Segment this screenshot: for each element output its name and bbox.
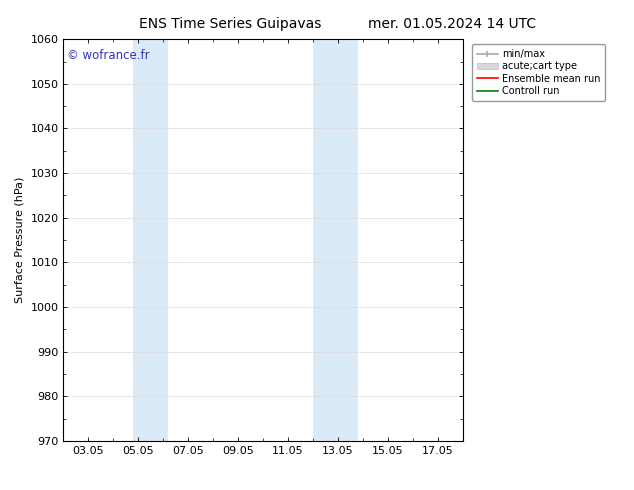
Bar	[133, 39, 168, 441]
Y-axis label: Surface Pressure (hPa): Surface Pressure (hPa)	[15, 177, 25, 303]
Text: mer. 01.05.2024 14 UTC: mer. 01.05.2024 14 UTC	[368, 17, 536, 31]
Text: ENS Time Series Guipavas: ENS Time Series Guipavas	[139, 17, 322, 31]
Legend: min/max, acute;cart type, Ensemble mean run, Controll run: min/max, acute;cart type, Ensemble mean …	[472, 44, 605, 101]
Text: © wofrance.fr: © wofrance.fr	[67, 49, 150, 62]
Bar	[313, 39, 358, 441]
